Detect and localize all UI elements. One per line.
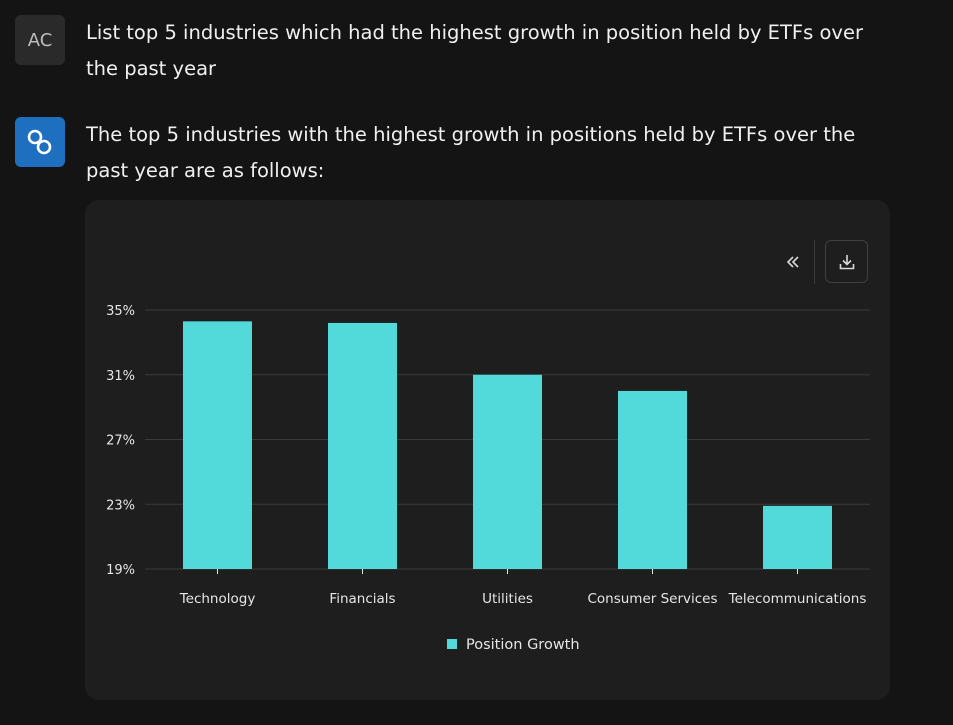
bar-chart: 19% 23% 27% 31% 35% Technology Financials Util…	[106, 304, 870, 653]
y-tick-label: 27%	[106, 434, 135, 449]
y-axis-ticks: 19% 23% 27% 31% 35%	[106, 304, 135, 578]
bars	[183, 321, 832, 569]
assistant-message-text: The top 5 industries with the highest gr…	[86, 123, 856, 182]
x-tick-label: Telecommunications	[728, 591, 867, 607]
bar[interactable]	[183, 321, 252, 569]
x-tick-label: Financials	[329, 591, 395, 607]
double-chevron-left-icon	[786, 256, 799, 268]
bar[interactable]	[328, 322, 397, 569]
y-tick-label: 31%	[106, 369, 135, 384]
legend-swatch	[447, 639, 457, 649]
chart-card: 19% 23% 27% 31% 35% Technology Financials Util…	[85, 200, 890, 700]
y-tick-label: 19%	[106, 563, 135, 578]
legend: Position Growth	[447, 637, 580, 653]
y-tick-label: 23%	[106, 498, 135, 513]
collapse-button[interactable]	[777, 240, 809, 284]
bar[interactable]	[763, 505, 832, 569]
bar[interactable]	[473, 374, 542, 569]
toolbar-divider	[814, 240, 815, 284]
x-tick-label: Technology	[179, 591, 256, 607]
x-axis-ticks: Technology Financials Utilities Consumer Se…	[179, 569, 867, 607]
legend-label: Position Growth	[466, 637, 580, 653]
y-tick-label: 35%	[106, 304, 135, 319]
download-icon	[839, 254, 854, 269]
link-logo-icon	[27, 129, 52, 155]
legend-item[interactable]: Position Growth	[447, 637, 580, 653]
user-avatar-initials: AC	[27, 29, 53, 51]
x-tick-label: Utilities	[482, 591, 533, 607]
assistant-avatar	[15, 117, 65, 167]
user-message-text: List top 5 industries which had the high…	[86, 21, 863, 80]
user-avatar: AC	[15, 15, 65, 65]
x-tick-label: Consumer Services	[587, 591, 717, 607]
bar[interactable]	[618, 390, 687, 569]
download-button[interactable]	[825, 240, 868, 283]
